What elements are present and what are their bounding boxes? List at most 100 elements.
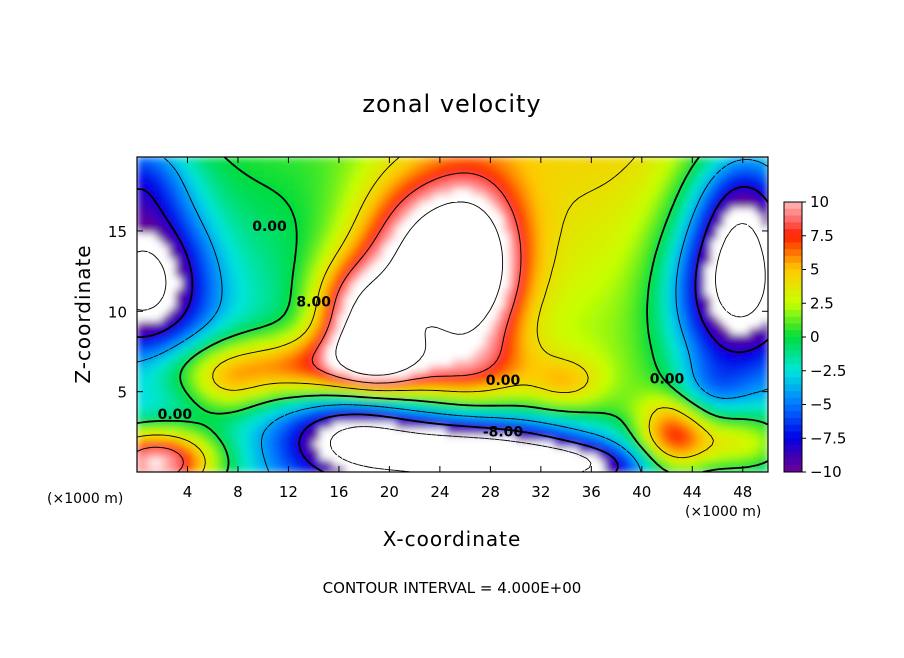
field-cell: [345, 289, 353, 297]
field-cell: [307, 245, 315, 253]
field-cell: [282, 383, 290, 391]
field-cell: [187, 383, 195, 391]
field-cell: [667, 434, 674, 442]
field-cell: [490, 339, 498, 347]
field-cell: [698, 175, 706, 183]
field-cell: [200, 295, 208, 303]
field-cell: [389, 352, 397, 360]
field-cell: [736, 352, 744, 360]
field-cell: [717, 333, 725, 341]
field-cell: [389, 434, 397, 442]
field-cell: [269, 295, 277, 303]
field-cell: [370, 446, 378, 454]
field-cell: [635, 427, 643, 435]
field-cell: [622, 220, 630, 227]
field-cell: [275, 314, 283, 322]
field-cell: [357, 226, 365, 234]
field-cell: [622, 434, 630, 442]
field-cell: [351, 301, 359, 309]
field-cell: [402, 175, 409, 183]
field-cell: [559, 346, 567, 353]
field-cell: [597, 207, 605, 215]
field-cell: [704, 308, 712, 316]
field-cell: [622, 333, 630, 341]
field-cell: [711, 276, 719, 284]
field-cell: [137, 390, 144, 397]
field-cell: [534, 245, 542, 253]
field-cell: [667, 453, 674, 460]
field-cell: [572, 390, 580, 397]
field-cell: [742, 459, 750, 467]
field-cell: [433, 377, 441, 385]
field-cell: [603, 270, 611, 278]
field-cell: [427, 339, 435, 347]
field-cell: [591, 320, 599, 328]
field-cell: [648, 157, 656, 164]
field-cell: [225, 226, 233, 234]
field-cell: [414, 276, 422, 284]
field-cell: [269, 270, 277, 278]
field-cell: [540, 434, 548, 442]
field-cell: [547, 339, 555, 347]
field-cell: [509, 383, 517, 391]
field-cell: [629, 251, 637, 259]
field-cell: [717, 377, 725, 385]
field-cell: [263, 371, 271, 379]
field-cell: [749, 434, 756, 442]
field-cell: [433, 327, 441, 334]
field-cell: [137, 188, 144, 196]
field-cell: [458, 339, 466, 347]
field-cell: [338, 377, 346, 385]
field-cell: [319, 371, 327, 379]
field-cell: [338, 415, 346, 423]
field-cell: [225, 339, 233, 347]
field-cell: [641, 270, 649, 278]
field-cell: [635, 390, 643, 397]
field-cell: [338, 169, 346, 177]
field-cell: [566, 232, 573, 240]
field-cell: [446, 207, 454, 215]
field-cell: [641, 465, 649, 472]
field-cell: [578, 220, 586, 227]
field-cell: [420, 371, 428, 379]
field-cell: [288, 333, 296, 341]
field-cell: [446, 188, 454, 196]
field-cell: [528, 409, 536, 416]
field-cell: [521, 358, 529, 366]
field-cell: [597, 459, 605, 467]
field-cell: [730, 257, 738, 265]
field-cell: [206, 169, 214, 177]
field-cell: [465, 264, 473, 271]
field-cell: [263, 415, 271, 423]
field-cell: [591, 459, 599, 467]
field-cell: [667, 377, 674, 385]
field-cell: [660, 339, 668, 347]
field-cell: [559, 314, 567, 322]
field-cell: [616, 295, 624, 303]
field-cell: [282, 390, 290, 397]
field-cell: [490, 383, 498, 391]
field-cell: [269, 459, 277, 467]
field-cell: [143, 289, 151, 297]
field-cell: [502, 320, 510, 328]
field-cell: [723, 364, 731, 372]
field-cell: [294, 301, 302, 309]
field-cell: [553, 169, 561, 177]
field-cell: [162, 453, 170, 460]
field-cell: [755, 415, 763, 423]
field-cell: [408, 276, 416, 284]
field-cell: [174, 308, 182, 316]
field-cell: [603, 339, 611, 347]
field-cell: [383, 409, 390, 416]
field-cell: [477, 220, 485, 227]
field-cell: [730, 371, 738, 379]
field-cell: [307, 301, 315, 309]
field-cell: [572, 383, 580, 391]
field-cell: [730, 270, 738, 278]
field-cell: [250, 427, 258, 435]
field-cell: [736, 402, 744, 410]
field-cell: [509, 358, 517, 366]
field-cell: [376, 346, 384, 353]
field-cell: [534, 175, 542, 183]
field-cell: [383, 390, 390, 397]
